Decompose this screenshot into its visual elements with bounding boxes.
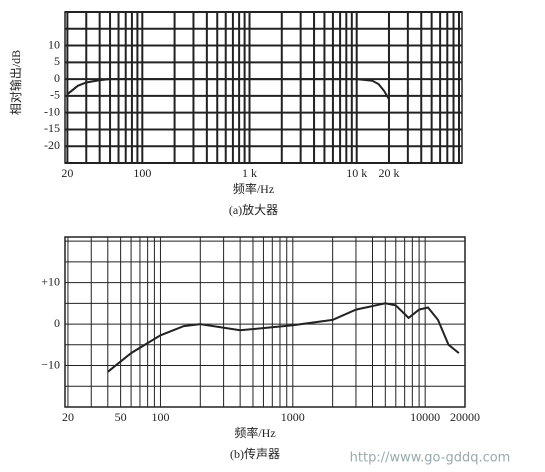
y-tick-label: 0 bbox=[54, 71, 60, 85]
watermark: http://www.go-gddq.com bbox=[350, 451, 511, 466]
y-tick-label: -15 bbox=[44, 121, 60, 135]
x-axis-label: 频率/Hz bbox=[234, 425, 275, 440]
y-tick-label: -10 bbox=[44, 104, 60, 118]
x-tick-label: 20 bbox=[61, 166, 73, 180]
x-tick-label: 1000 bbox=[281, 410, 305, 424]
x-tick-label: 10000 bbox=[410, 410, 440, 424]
y-tick-label: 5 bbox=[54, 54, 60, 68]
x-tick-label: 20000 bbox=[450, 410, 480, 424]
response-curve bbox=[66, 78, 390, 100]
x-tick-label: 20 k bbox=[378, 166, 399, 180]
y-tick-label: +10 bbox=[41, 274, 60, 288]
y-tick-label: -20 bbox=[44, 138, 60, 152]
x-tick-label: 50 bbox=[115, 410, 127, 424]
x-axis-label: 频率/Hz bbox=[233, 181, 274, 196]
plot-frame bbox=[64, 236, 466, 408]
plot-frame bbox=[64, 11, 463, 164]
x-tick-label: 10 k bbox=[346, 166, 367, 180]
x-tick-label: 100 bbox=[151, 410, 169, 424]
y-tick-label: −10 bbox=[41, 357, 60, 371]
x-tick-label: 20 bbox=[62, 410, 74, 424]
y-tick-label: -5 bbox=[50, 88, 60, 102]
x-tick-label: 1 k bbox=[242, 166, 257, 180]
x-tick-label: 100 bbox=[133, 166, 151, 180]
y-tick-label: 0 bbox=[54, 316, 60, 330]
y-axis-label: 相对输出/dB bbox=[8, 50, 23, 115]
response-curve bbox=[107, 302, 460, 373]
caption: (a)放大器 bbox=[229, 202, 278, 217]
caption: (b)传声器 bbox=[230, 446, 280, 461]
y-tick-label: 10 bbox=[48, 37, 60, 51]
